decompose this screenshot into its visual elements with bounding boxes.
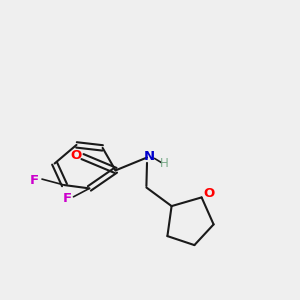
Text: F: F (63, 192, 72, 206)
Text: F: F (30, 174, 39, 187)
Text: O: O (70, 148, 82, 162)
Text: H: H (160, 157, 169, 170)
Text: O: O (203, 187, 215, 200)
Text: N: N (143, 149, 155, 163)
